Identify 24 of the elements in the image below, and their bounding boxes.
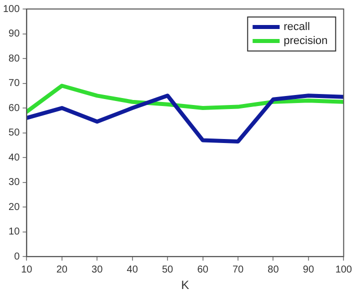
x-tick-label: 80 (268, 264, 280, 276)
x-tick-label: 100 (335, 264, 352, 276)
x-tick-label: 30 (92, 264, 104, 276)
x-tick-label: 20 (56, 264, 68, 276)
x-tick-label: 60 (197, 264, 209, 276)
y-tick-label: 90 (8, 28, 20, 40)
x-axis-title: K (181, 278, 190, 292)
y-tick-label: 30 (8, 177, 20, 188)
y-tick-label: 10 (8, 226, 20, 238)
x-tick-label: 50 (162, 264, 174, 276)
y-tick-label: 60 (8, 102, 20, 114)
y-tick-label: 100 (2, 4, 20, 15)
y-tick-label: 50 (8, 128, 20, 139)
y-tick-label: 80 (8, 53, 20, 64)
legend-label: precision (284, 35, 328, 48)
legend-label: recall (284, 21, 310, 34)
y-tick-label: 0 (14, 251, 20, 262)
x-tick-label: 70 (232, 264, 244, 276)
x-tick-label: 90 (302, 264, 314, 276)
y-tick-label: 70 (8, 78, 20, 90)
x-tick-label: 10 (21, 264, 33, 276)
x-tick-label: 40 (126, 264, 138, 276)
y-tick-label: 20 (8, 202, 20, 213)
y-tick-label: 40 (8, 152, 20, 164)
